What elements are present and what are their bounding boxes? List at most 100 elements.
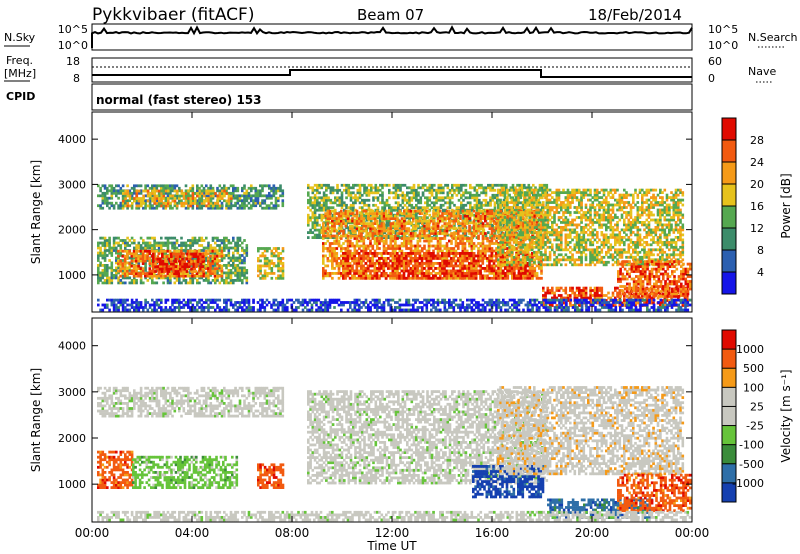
data-cell — [137, 189, 141, 193]
data-cell — [370, 188, 373, 192]
data-cell — [325, 221, 328, 225]
data-cell — [245, 244, 249, 247]
data-cell — [238, 206, 242, 210]
data-cell — [225, 204, 228, 208]
data-cell — [117, 236, 120, 240]
data-cell — [211, 186, 215, 190]
data-cell — [139, 189, 143, 193]
data-cell — [117, 241, 120, 245]
data-cell — [179, 260, 182, 263]
data-cell — [470, 239, 474, 243]
data-cell — [123, 272, 127, 275]
data-cell — [423, 214, 426, 218]
data-cell — [182, 202, 186, 205]
data-cell — [153, 186, 156, 190]
data-cell — [191, 184, 195, 188]
data-cell — [281, 249, 285, 253]
data-cell — [415, 213, 418, 217]
data-cell — [351, 227, 354, 230]
data-cell — [415, 203, 418, 207]
data-cell — [123, 249, 127, 253]
cpid-frame — [91, 83, 693, 111]
data-cell — [227, 256, 231, 260]
data-cell — [401, 191, 405, 195]
data-cell — [207, 189, 211, 193]
data-cell — [354, 193, 357, 197]
data-cell — [128, 199, 132, 203]
data-cell — [322, 232, 325, 235]
data-cell — [221, 194, 224, 198]
data-cell — [117, 249, 120, 253]
data-cell — [459, 229, 462, 233]
data-cell — [130, 206, 134, 210]
data-cell — [153, 199, 157, 203]
data-cell — [252, 204, 255, 208]
data-cell — [164, 241, 168, 245]
data-cell — [381, 186, 384, 190]
data-cell — [520, 186, 524, 190]
data-cell — [173, 204, 177, 208]
data-cell — [470, 249, 474, 253]
data-cell — [403, 183, 407, 187]
data-cell — [180, 272, 183, 275]
data-cell — [169, 236, 172, 240]
data-cell — [164, 186, 168, 190]
data-cell — [128, 276, 132, 280]
data-cell — [320, 206, 324, 210]
data-cell — [216, 236, 219, 240]
data-cell — [475, 208, 479, 212]
data-cell — [198, 271, 201, 275]
data-cell — [376, 188, 380, 192]
data-cell — [234, 271, 237, 275]
cpid-label: CPID — [6, 90, 35, 103]
data-cell — [495, 234, 498, 238]
data-cell — [123, 269, 127, 273]
data-cell — [180, 241, 183, 245]
data-cell — [349, 186, 353, 190]
data-cell — [421, 222, 424, 225]
data-cell — [121, 194, 125, 198]
data-cell — [461, 209, 465, 213]
data-cell — [151, 206, 154, 210]
data-cell — [196, 186, 199, 190]
data-cell — [243, 276, 246, 280]
data-cell — [484, 188, 488, 192]
data-cell — [142, 241, 145, 245]
data-cell — [360, 217, 363, 220]
data-cell — [189, 194, 192, 198]
data-cell — [329, 221, 333, 225]
data-cell — [232, 264, 235, 267]
data-cell — [481, 239, 485, 243]
data-cell — [128, 191, 132, 195]
data-cell — [229, 276, 233, 280]
data-cell — [311, 188, 315, 192]
data-cell — [430, 183, 434, 187]
data-cell — [326, 212, 330, 215]
data-cell — [158, 257, 162, 261]
data-cell — [236, 269, 240, 272]
data-cell — [266, 272, 269, 275]
data-cell — [229, 201, 233, 205]
data-cell — [322, 203, 326, 207]
data-cell — [408, 191, 411, 195]
data-cell — [326, 259, 330, 263]
data-cell — [238, 266, 242, 270]
data-cell — [245, 279, 249, 282]
data-cell — [423, 232, 426, 235]
data-cell — [130, 186, 134, 190]
data-cell — [417, 193, 420, 197]
data-cell — [391, 224, 395, 228]
data-cell — [371, 257, 375, 260]
data-cell — [416, 224, 420, 228]
data-cell — [202, 279, 206, 282]
data-cell — [340, 201, 344, 205]
data-cell — [243, 274, 246, 277]
data-cell — [130, 261, 134, 265]
data-cell — [200, 189, 204, 193]
data-cell — [459, 257, 462, 260]
data-cell — [326, 224, 330, 228]
data-cell — [236, 249, 240, 252]
data-cell — [243, 199, 246, 203]
data-cell — [218, 189, 222, 193]
data-cell — [493, 188, 497, 192]
